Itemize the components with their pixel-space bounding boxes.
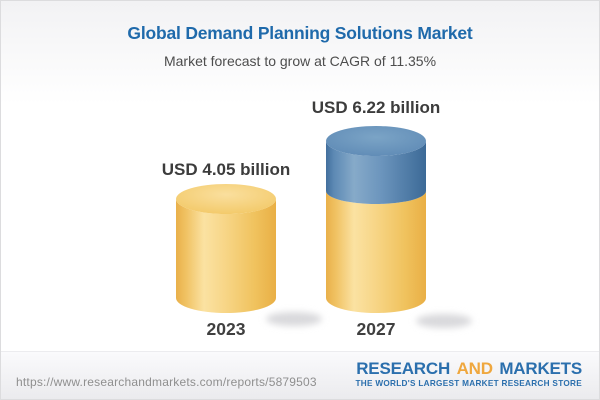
cylinder-2023-body [176,199,276,313]
logo-wordmark: RESEARCH AND MARKETS [355,360,582,377]
value-label-2027: USD 6.22 billion [311,98,441,117]
research-and-markets-logo: RESEARCH AND MARKETS THE WORLD'S LARGEST… [355,360,582,388]
value-label-2023: USD 4.05 billion [161,160,291,179]
cylinder-2027-growth-segment [326,141,426,204]
logo-word-research: RESEARCH [356,359,451,378]
logo-word-and: AND [456,359,493,378]
cylinder-2027-ground-shadow [416,314,472,328]
footer-bar: https://www.researchandmarkets.com/repor… [1,351,599,399]
chart-subtitle: Market forecast to grow at CAGR of 11.35… [163,53,437,69]
logo-tagline: THE WORLD'S LARGEST MARKET RESEARCH STOR… [355,379,582,388]
cylinder-2027-top [326,126,426,156]
logo-word-markets: MARKETS [499,359,582,378]
cylinder-2027-base-segment [326,191,426,313]
category-label-2027: 2027 [356,319,396,339]
cylinder-2023-top [176,184,276,214]
chart-title: Global Demand Planning Solutions Market [127,23,473,43]
category-label-2023: 2023 [206,319,246,339]
cylinder-2023-ground-shadow [266,312,322,326]
report-url: https://www.researchandmarkets.com/repor… [16,375,317,389]
